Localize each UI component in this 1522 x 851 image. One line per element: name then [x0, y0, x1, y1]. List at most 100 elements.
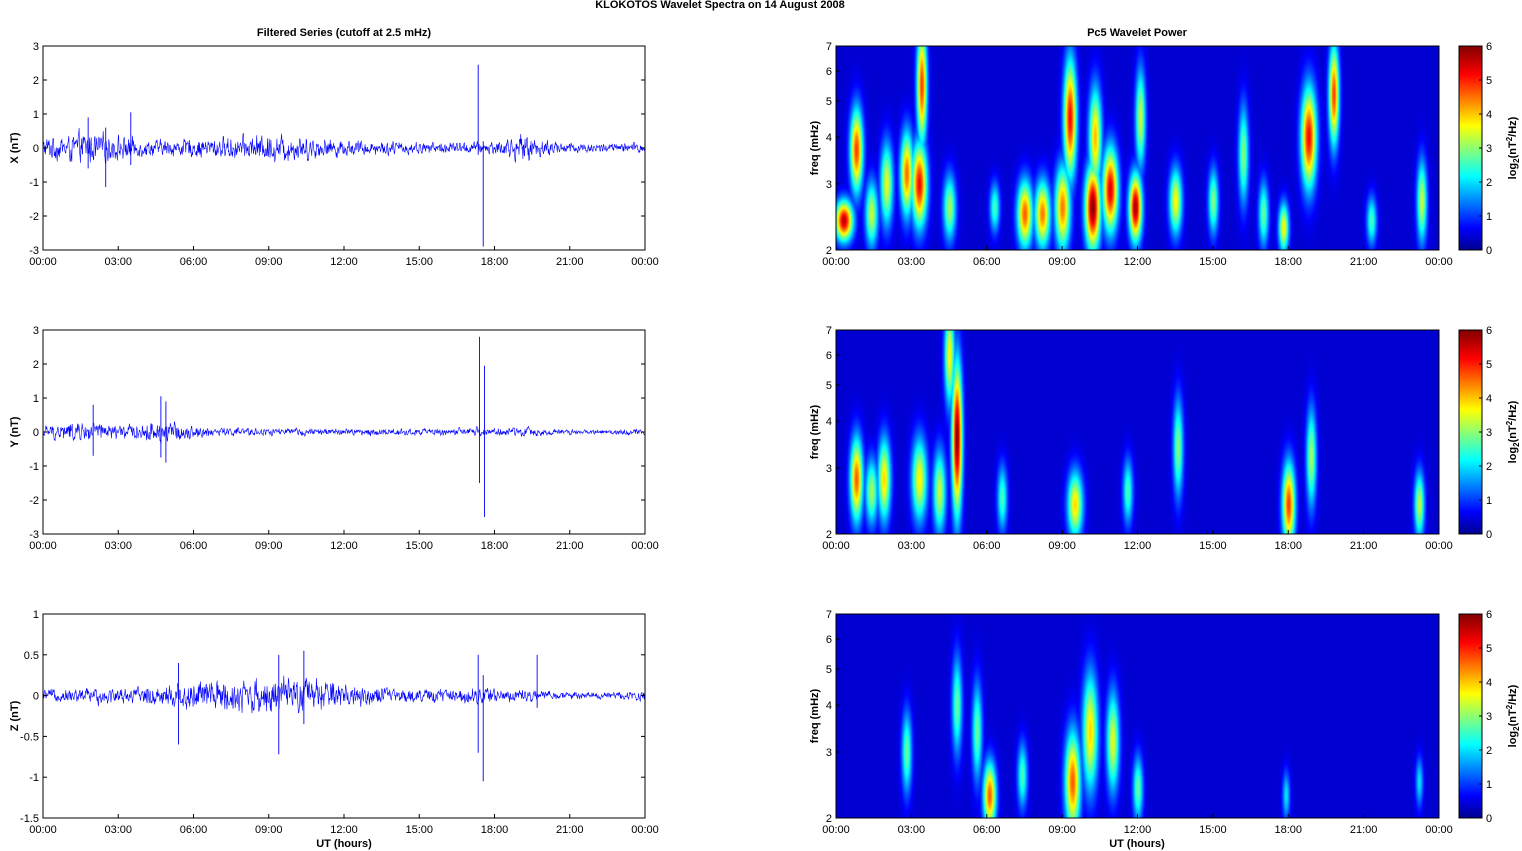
wavelet-y-x-tick-label: 09:00 — [1048, 540, 1076, 552]
series-x-x-tick-label: 09:00 — [255, 256, 283, 268]
wavelet-x-y-tick-label: 3 — [826, 179, 832, 191]
wavelet-z-colorbar-tick-label: 3 — [1486, 711, 1492, 723]
series-x-y-tick-label: -1 — [29, 177, 39, 189]
series-z-x-tick-label: 03:00 — [104, 824, 132, 836]
wavelet-x-colorbar-tick-label: 5 — [1486, 75, 1492, 87]
wavelet-z-y-tick-label: 2 — [826, 813, 832, 825]
wavelet-x-colorbar-tick-label: 6 — [1486, 41, 1492, 53]
wavelet-x-y-tick-label: 2 — [826, 245, 832, 257]
wavelet-y-colorbar-label: log2(nT2/Hz) — [1505, 400, 1521, 463]
wavelet-y-colorbar-label-part: 2 — [1505, 420, 1514, 425]
wavelet-z-colorbar — [1458, 613, 1483, 819]
figure-title: KLOKOTOS Wavelet Spectra on 14 August 20… — [595, 0, 845, 11]
wavelet-z-y-tick-label: 3 — [826, 747, 832, 759]
wavelet-x-x-tick-label: 00:00 — [1425, 256, 1453, 268]
series-x-x-tick-label: 06:00 — [180, 256, 208, 268]
series-y-x-tick-label: 06:00 — [180, 540, 208, 552]
wavelet-x-colorbar-label-part: log — [1507, 163, 1519, 180]
wavelet-y-x-tick-label: 15:00 — [1199, 540, 1227, 552]
wavelet-z-colorbar-label-part: log — [1507, 731, 1519, 748]
series-y-x-tick-label: 09:00 — [255, 540, 283, 552]
wavelet-y-y-tick-label: 2 — [826, 529, 832, 541]
series-x-line — [42, 127, 646, 164]
x-axis-label-left: UT (hours) — [316, 838, 372, 850]
wavelet-z-colorbar-tick-label: 4 — [1486, 677, 1492, 689]
series-y-y-tick-label: 3 — [33, 325, 39, 337]
right-column-title: Pc5 Wavelet Power — [1087, 27, 1188, 39]
series-y-x-tick-label: 12:00 — [330, 540, 358, 552]
series-y-line — [42, 421, 646, 445]
series-x-y-tick-label: -2 — [29, 211, 39, 223]
series-y-y-axis-label: Y (nT) — [9, 416, 21, 447]
series-x-y-tick-label: 3 — [33, 41, 39, 53]
wavelet-x-colorbar-tick-label: 0 — [1486, 245, 1492, 257]
wavelet-x-colorbar-label-part: 2 — [1505, 136, 1514, 141]
wavelet-x-x-tick-label: 18:00 — [1274, 256, 1302, 268]
wavelet-z-x-tick-label: 00:00 — [1425, 824, 1453, 836]
wavelet-y-y-axis-label: freq (mHz) — [809, 404, 821, 459]
wavelet-y-colorbar-tick-label: 3 — [1486, 427, 1492, 439]
wavelet-x-colorbar-tick-label: 4 — [1486, 109, 1492, 121]
wavelet-y-x-tick-label: 00:00 — [1425, 540, 1453, 552]
series-x-x-tick-label: 00:00 — [29, 256, 57, 268]
wavelet-z-x-tick-label: 18:00 — [1274, 824, 1302, 836]
chart-panels: -3 -2 -1 0 1 2 3 X (nT) 00:00 03:00 06:00 09:00 12:0… — [9, 41, 1521, 836]
wavelet-z-colorbar-label-part: 2 — [1505, 704, 1514, 709]
wavelet-y-heatmap — [836, 330, 1439, 534]
wavelet-y-colorbar-tick-label: 0 — [1486, 529, 1492, 541]
wavelet-x-heatmap — [836, 46, 1439, 250]
wavelet-x-colorbar-label: log2(nT2/Hz) — [1505, 116, 1521, 179]
series-x-x-tick-label: 15:00 — [405, 256, 433, 268]
x-axis-label-right: UT (hours) — [1109, 838, 1165, 850]
wavelet-y-colorbar-tick-label: 4 — [1486, 393, 1492, 405]
series-z-y-tick-label: 1 — [33, 609, 39, 621]
series-x-x-tick-label: 18:00 — [481, 256, 509, 268]
series-z-x-tick-label: 00:00 — [29, 824, 57, 836]
series-z-x-tick-label: 06:00 — [180, 824, 208, 836]
wavelet-y-colorbar — [1458, 329, 1483, 535]
wavelet-z-y-tick-label: 7 — [826, 609, 832, 621]
wavelet-z-x-tick-label: 06:00 — [973, 824, 1001, 836]
series-z-y-tick-label: -1 — [29, 772, 39, 784]
wavelet-z-colorbar-tick-label: 5 — [1486, 643, 1492, 655]
series-y-y-tick-label: 1 — [33, 393, 39, 405]
series-x-y-axis-label: X (nT) — [9, 132, 21, 163]
wavelet-x-x-tick-label: 06:00 — [973, 256, 1001, 268]
wavelet-z-colorbar-label-part: /Hz) — [1507, 684, 1519, 705]
wavelet-x-colorbar-label-part: 2 — [1512, 158, 1521, 163]
wavelet-z-colorbar-tick-label: 6 — [1486, 609, 1492, 621]
series-x-x-tick-label: 21:00 — [556, 256, 584, 268]
series-y-y-tick-label: 0 — [33, 427, 39, 439]
wavelet-x-colorbar-tick-label: 2 — [1486, 177, 1492, 189]
series-z-y-tick-label: 0 — [33, 691, 39, 703]
series-x-x-tick-label: 12:00 — [330, 256, 358, 268]
wavelet-z-heatmap — [836, 614, 1439, 818]
wavelet-y-colorbar-label-part: 2 — [1512, 442, 1521, 447]
wavelet-y-y-tick-label: 6 — [826, 350, 832, 362]
wavelet-z-colorbar-label-part: (nT — [1507, 709, 1519, 726]
series-z-x-tick-label: 18:00 — [481, 824, 509, 836]
wavelet-y-x-tick-label: 00:00 — [822, 540, 850, 552]
wavelet-x-y-tick-label: 5 — [826, 96, 832, 108]
series-x-x-tick-label: 00:00 — [631, 256, 659, 268]
series-y-y-tick-label: -2 — [29, 495, 39, 507]
wavelet-z-colorbar-label-part: 2 — [1512, 726, 1521, 731]
series-z-plot-area — [43, 614, 645, 818]
wavelet-z-y-axis-label: freq (mHz) — [809, 688, 821, 743]
series-z-x-tick-label: 00:00 — [631, 824, 659, 836]
series-z-x-tick-label: 12:00 — [330, 824, 358, 836]
wavelet-y-colorbar-tick-label: 1 — [1486, 495, 1492, 507]
series-x-y-tick-label: 0 — [33, 143, 39, 155]
series-x-y-tick-label: 1 — [33, 109, 39, 121]
wavelet-z-colorbar-label: log2(nT2/Hz) — [1505, 684, 1521, 747]
wavelet-x-y-tick-label: 7 — [826, 41, 832, 53]
wavelet-y-y-tick-label: 4 — [826, 416, 832, 428]
series-x-y-tick-label: -3 — [29, 245, 39, 257]
series-z-x-tick-label: 15:00 — [405, 824, 433, 836]
series-y-y-tick-label: 2 — [33, 359, 39, 371]
wavelet-y-y-tick-label: 7 — [826, 325, 832, 337]
wavelet-x-colorbar-label-part: (nT — [1507, 141, 1519, 158]
wavelet-x-y-tick-label: 4 — [826, 132, 832, 144]
series-y-y-tick-label: -3 — [29, 529, 39, 541]
wavelet-y-x-tick-label: 12:00 — [1124, 540, 1152, 552]
